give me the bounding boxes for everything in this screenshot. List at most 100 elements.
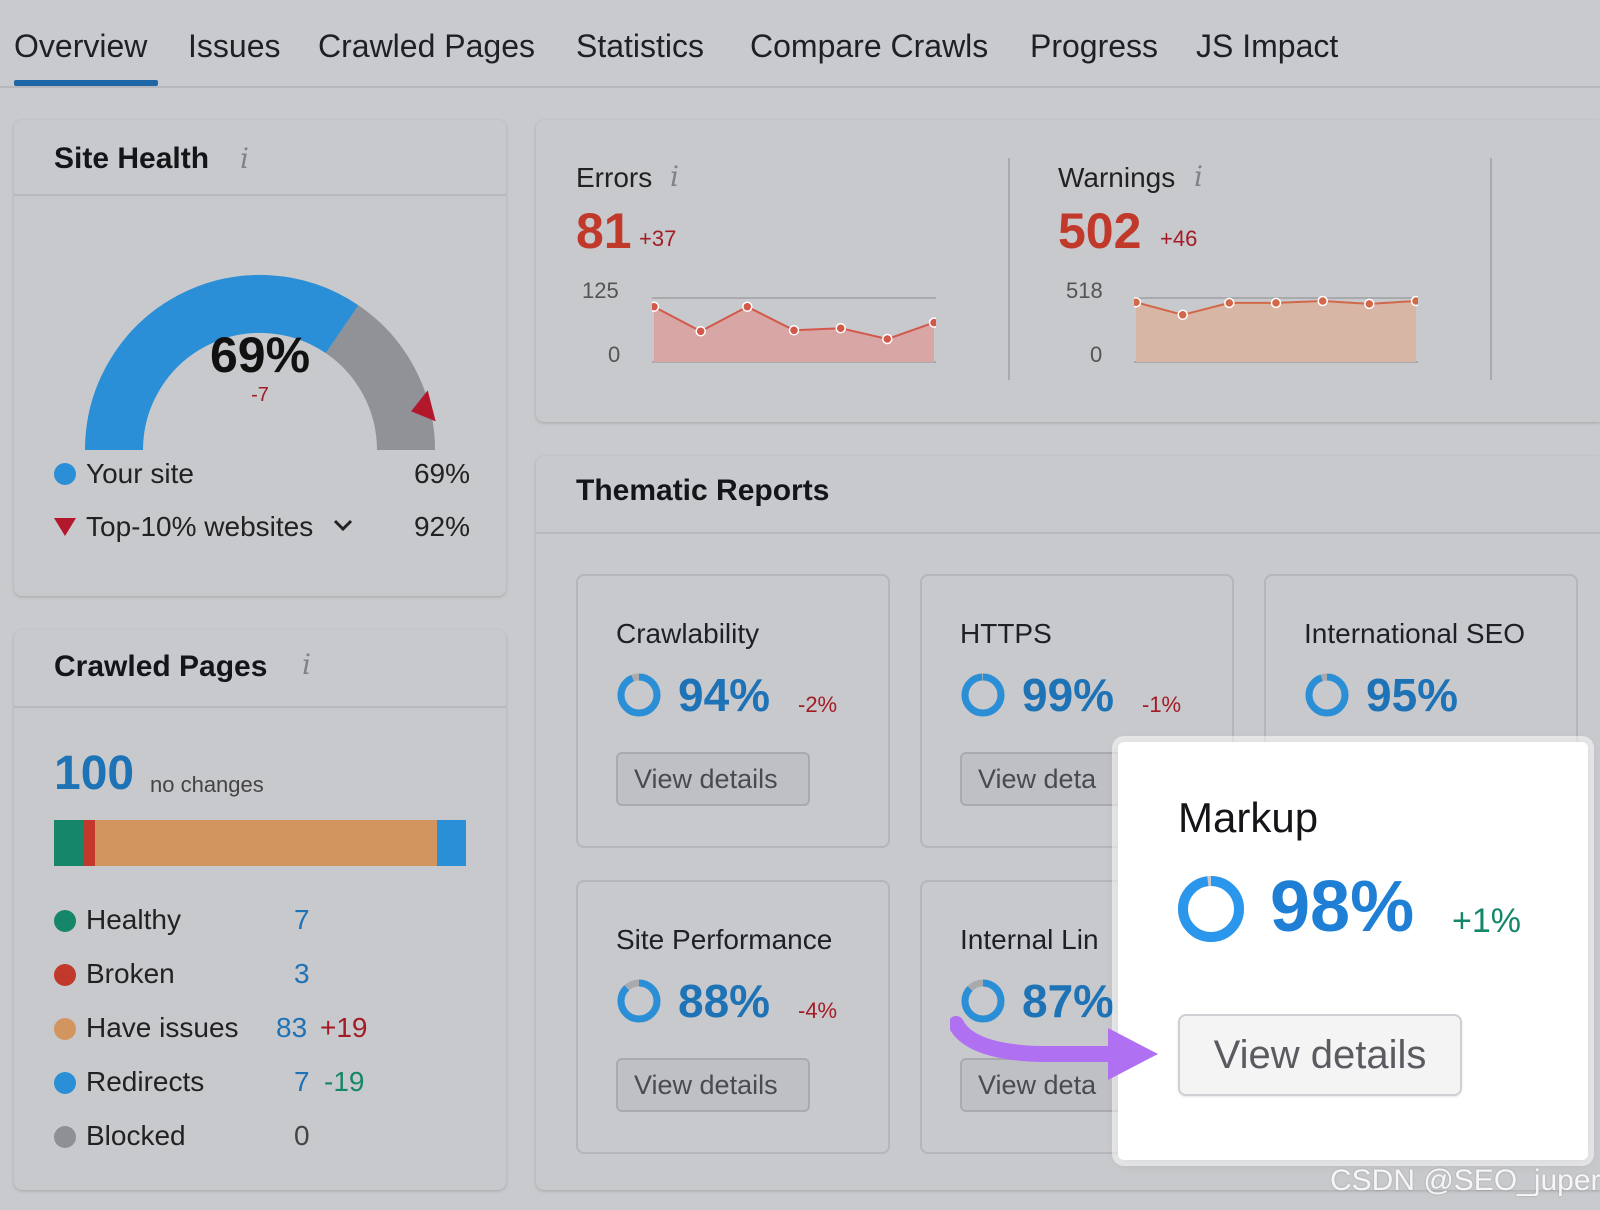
watermark: CSDN @SEO_juper — [1330, 1164, 1600, 1197]
progress-ring-icon — [617, 673, 661, 717]
active-tab-indicator — [14, 80, 158, 86]
healthy-label: Healthy — [86, 904, 181, 935]
errors-line-series — [652, 301, 937, 362]
report-card-crawlability: Crawlability 94% -2% View details — [576, 574, 890, 848]
top-10-marker-icon — [411, 390, 436, 422]
blocked-value: 0 — [294, 1120, 310, 1151]
your-site-dot-icon — [54, 463, 76, 485]
report-percent: 88% — [678, 975, 771, 1027]
gauge-fill — [85, 274, 359, 451]
tab-js-impact[interactable]: JS Impact — [1196, 28, 1339, 64]
warnings-y-min: 0 — [1090, 342, 1103, 367]
sparkline-point[interactable] — [742, 301, 753, 312]
divider — [1490, 158, 1492, 380]
markup-change: +1% — [1452, 902, 1521, 940]
redirects-dot-icon — [54, 1072, 76, 1094]
tab-statistics[interactable]: Statistics — [576, 28, 705, 64]
site-health-percent: 69% — [209, 327, 311, 383]
tab-issues[interactable]: Issues — [188, 28, 281, 64]
errors-warnings-card: Errors i 81 +37 125 0 Warnings i 502 +46… — [536, 120, 1600, 422]
have-issues-value[interactable]: 83 — [276, 1012, 308, 1043]
report-change: -1% — [1142, 692, 1182, 717]
warnings-y-max: 518 — [1066, 278, 1103, 303]
report-change: -2% — [798, 692, 838, 717]
thematic-reports-title: Thematic Reports — [576, 474, 830, 507]
view-details-button[interactable]: View details — [616, 1058, 810, 1112]
sparkline-point[interactable] — [788, 325, 800, 336]
sparkline-point[interactable] — [695, 326, 706, 337]
healthy-value[interactable]: 7 — [294, 904, 310, 935]
report-name: Internal Lin — [960, 924, 1099, 955]
errors-title: Errors — [576, 162, 653, 193]
progress-ring-icon — [961, 979, 1005, 1023]
legend-your-site-value: 69% — [413, 458, 470, 489]
tab-bar: Overview Issues Crawled Pages Statistics… — [0, 0, 1600, 88]
legend-top-10-value: 92% — [413, 511, 470, 542]
sparkline-point[interactable] — [835, 322, 846, 334]
info-icon[interactable]: i — [670, 160, 679, 193]
divider — [14, 194, 506, 196]
bar-segment-broken[interactable] — [82, 820, 96, 866]
bar-segment-healthy[interactable] — [54, 820, 83, 866]
report-percent: 87% — [1022, 975, 1115, 1027]
blocked-label: Blocked — [86, 1120, 186, 1151]
report-name: Crawlability — [616, 618, 760, 649]
tab-crawled-pages[interactable]: Crawled Pages — [318, 28, 535, 64]
warnings-line-series — [1134, 295, 1419, 362]
site-health-change: -7 — [251, 384, 269, 406]
healthy-dot-icon — [54, 910, 76, 932]
warnings-count[interactable]: 502 — [1058, 203, 1142, 259]
crawled-pages-count-note: no changes — [150, 772, 264, 797]
redirects-value[interactable]: 7 — [294, 1066, 310, 1097]
report-change: -4% — [798, 998, 838, 1023]
sparkline-point[interactable] — [1134, 297, 1142, 308]
progress-ring-icon — [961, 673, 1005, 717]
errors-y-max: 125 — [582, 278, 619, 303]
site-health-title: Site Health — [54, 142, 210, 175]
errors-sparkline — [652, 297, 937, 363]
sparkline-point[interactable] — [1224, 297, 1235, 309]
sparkline-point[interactable] — [1317, 295, 1328, 307]
crawled-pages-count[interactable]: 100 — [54, 747, 135, 800]
top-10-triangle-icon — [54, 518, 76, 536]
errors-count[interactable]: 81 — [576, 203, 632, 259]
legend-top-10-label[interactable]: Top-10% websites — [86, 511, 314, 542]
report-percent: 95% — [1366, 669, 1459, 721]
errors-change: +37 — [639, 226, 677, 251]
have-issues-change: +19 — [320, 1012, 368, 1043]
divider — [1008, 158, 1010, 380]
sparkline-point[interactable] — [882, 333, 893, 345]
info-icon[interactable]: i — [240, 142, 249, 175]
report-name: Site Performance — [616, 924, 833, 955]
progress-ring-icon — [1305, 673, 1349, 717]
sparkline-point[interactable] — [1177, 309, 1188, 321]
tab-overview[interactable]: Overview — [14, 28, 148, 64]
broken-label: Broken — [86, 958, 175, 989]
sparkline-point[interactable] — [652, 301, 660, 312]
sparkline-point[interactable] — [928, 317, 937, 328]
legend-your-site-label: Your site — [86, 458, 194, 489]
info-icon[interactable]: i — [1194, 160, 1203, 193]
crawled-pages-title: Crawled Pages — [54, 650, 268, 683]
bar-segment-have-issues[interactable] — [95, 820, 438, 866]
crawled-pages-bar — [54, 820, 466, 866]
tab-progress[interactable]: Progress — [1030, 28, 1159, 64]
broken-dot-icon — [54, 964, 76, 986]
report-percent: 94% — [678, 669, 771, 721]
sparkline-point[interactable] — [1410, 295, 1419, 307]
info-icon[interactable]: i — [302, 648, 311, 681]
broken-value[interactable]: 3 — [294, 958, 310, 989]
view-details-button[interactable]: View details — [1178, 1014, 1462, 1096]
have-issues-label: Have issues — [86, 1012, 239, 1043]
sparkline-point[interactable] — [1270, 297, 1282, 309]
chevron-down-icon[interactable] — [332, 518, 354, 534]
arrow-pointer-icon — [950, 1016, 1158, 1080]
sparkline-point[interactable] — [1364, 298, 1375, 310]
view-details-button[interactable]: View details — [616, 752, 810, 806]
markup-title: Markup — [1178, 794, 1319, 841]
warnings-sparkline — [1134, 295, 1419, 363]
bar-segment-redirects[interactable] — [437, 820, 466, 866]
divider — [14, 706, 506, 708]
site-health-gauge — [85, 274, 436, 451]
tab-compare-crawls[interactable]: Compare Crawls — [750, 28, 989, 64]
